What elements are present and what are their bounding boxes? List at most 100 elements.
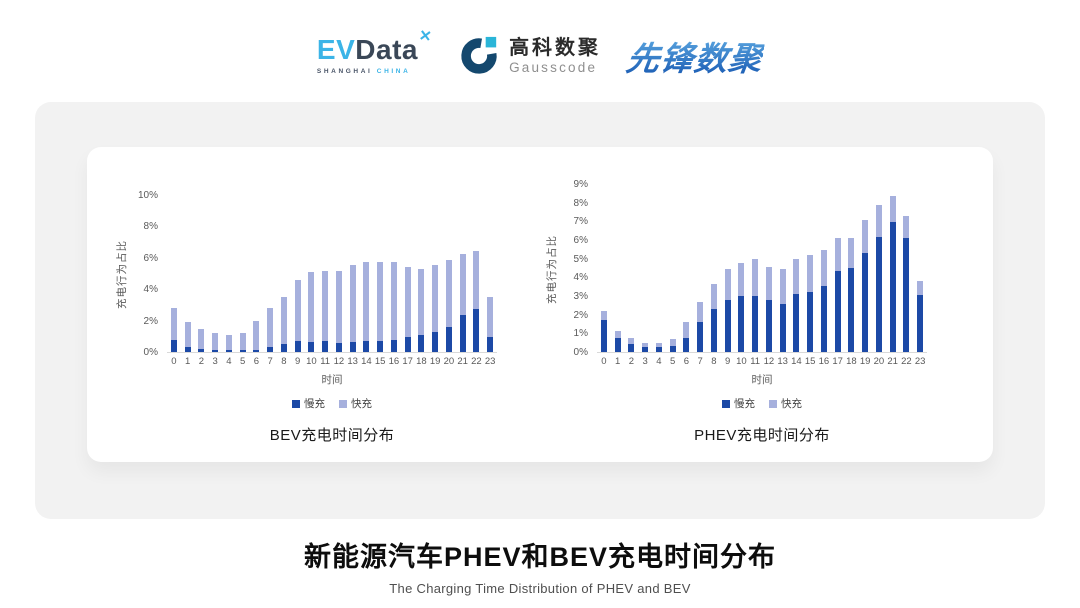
stacked-bar [820,185,827,352]
x-tick-label: 15 [804,356,816,367]
bev-y-axis-title: 充电行为占比 [115,240,128,309]
bar-segment-快充 [614,330,621,339]
legend-item-慢充: 慢充 [722,396,755,411]
phev-plot-area [597,185,927,353]
bar-8 [277,196,291,352]
bar-segment-快充 [779,269,786,304]
evdata-wordmark: EV Data ✕ [317,27,433,66]
stacked-bar [198,196,205,352]
bar-segment-慢充 [253,349,260,352]
bar-segment-慢充 [793,294,800,352]
bev-x-axis-ticks: 0 1 2 3 4 5 6 7 8 9 10 11 12 13 14 15 16 17 18 19 20 21 22 23 [167,353,497,367]
xianfeng-shuju-logo: 先锋数聚 [624,32,767,80]
bar-segment-慢充 [820,286,827,352]
stacked-bar [655,185,662,352]
bar-11 [318,196,332,352]
bar-15 [373,196,387,352]
bar-10 [305,196,319,352]
stacked-bar [738,185,745,352]
stacked-bar [404,196,411,352]
bar-segment-慢充 [628,343,635,352]
legend-swatch-icon [769,399,777,408]
stacked-bar [280,196,287,352]
y-tick-label: 8% [573,197,588,209]
x-tick-label: 0 [171,356,177,367]
evdata-data-text: Data [355,34,418,66]
x-tick-label: 19 [429,356,441,367]
stacked-bar [225,196,232,352]
x-tick-label: 4 [656,356,662,367]
y-tick-label: 9% [573,179,588,190]
bar-segment-快充 [683,322,690,339]
x-tick-label: 18 [416,356,427,367]
stacked-bar [170,196,177,352]
bar-segment-快充 [390,261,397,340]
gausscode-logo: 高科数聚 Gausscode [458,35,601,77]
bar-segment-快充 [738,262,745,297]
bar-segment-慢充 [834,271,841,352]
x-tick-label: 10 [736,356,747,367]
legend-label: 慢充 [304,398,325,410]
bar-segment-快充 [212,333,219,351]
bar-segment-快充 [170,307,177,341]
bar-2 [625,185,639,352]
stacked-bar [917,185,924,352]
bar-19 [858,185,872,352]
bar-20 [872,185,886,352]
bev-chart: 充电行为占比 10% 8% 6% 4% 2% 0% 0 1 2 3 4 5 6 7 8 9 10 11 12 13 1… [113,191,497,445]
bar-segment-慢充 [669,346,676,352]
x-tick-label: 11 [320,356,331,367]
bar-segment-慢充 [875,236,882,352]
legend-item-慢充: 慢充 [292,396,325,411]
stacked-bar [253,196,260,352]
y-tick-label: 4% [143,284,158,296]
stacked-bar [614,185,621,352]
stacked-bar [834,185,841,352]
bar-segment-慢充 [377,341,384,352]
bar-segment-快充 [655,342,662,348]
bar-17 [401,196,415,352]
bar-segment-慢充 [349,341,356,352]
x-tick-label: 15 [374,356,386,367]
x-tick-label: 14 [791,356,802,367]
stacked-bar [377,196,384,352]
bar-20 [442,196,456,352]
x-tick-label: 5 [669,356,676,367]
bar-segment-快充 [418,269,425,335]
stacked-bar [697,185,704,352]
evdata-shanghai-text: SHANGHAI [316,68,373,76]
bar-segment-慢充 [848,267,855,352]
x-tick-label: 12 [763,356,775,367]
bar-segment-快充 [862,220,869,253]
stacked-bar [779,185,786,352]
bar-segment-慢充 [807,291,814,352]
bar-segment-快充 [225,334,232,351]
bar-9 [721,185,735,352]
x-tick-label: 16 [388,356,400,367]
x-tick-label: 16 [818,356,830,367]
bar-segment-快充 [267,308,274,347]
x-tick-label: 7 [267,356,273,367]
stacked-bar [445,196,452,352]
bar-segment-慢充 [655,347,662,352]
bar-11 [748,185,762,352]
bar-segment-快充 [280,296,287,345]
stacked-bar [212,196,219,352]
bar-segment-慢充 [710,309,717,352]
bar-segment-快充 [848,237,855,268]
bar-segment-慢充 [198,348,205,352]
evdata-tagline: SHANGHAI CHINA [317,69,432,76]
bar-segment-慢充 [765,300,772,352]
bar-21 [456,196,470,352]
stacked-bar [848,185,855,352]
x-tick-label: 5 [239,356,246,367]
bar-segment-慢充 [308,341,315,352]
stacked-bar [363,196,370,352]
y-tick-label: 6% [143,252,158,264]
x-tick-label: 12 [333,356,345,367]
bar-segment-快充 [184,322,191,347]
stacked-bar [432,196,439,352]
bar-segment-快充 [889,196,896,223]
bar-segment-慢充 [487,337,494,352]
bar-7 [693,185,707,352]
